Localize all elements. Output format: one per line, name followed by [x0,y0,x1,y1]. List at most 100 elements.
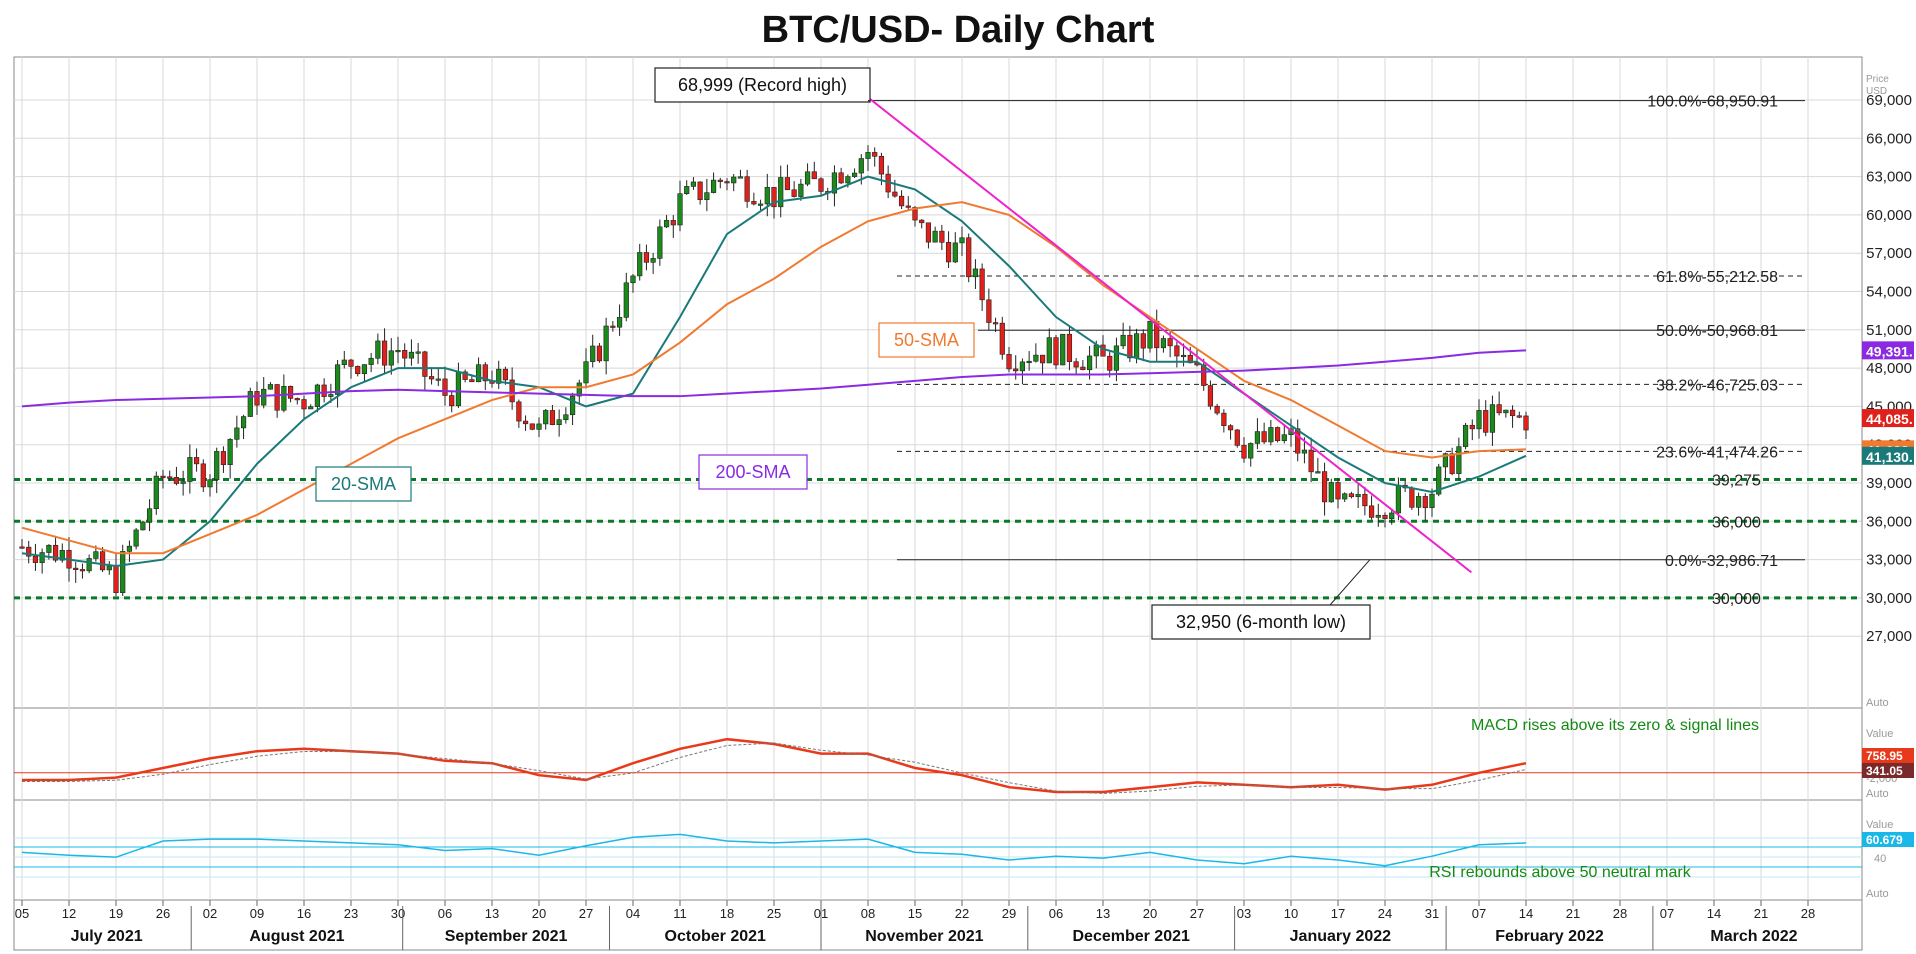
candle-down [509,379,515,403]
price-tick-label: 66,000 [1866,130,1912,147]
rsi-badge-label: 60.679 [1866,833,1903,847]
candle-up [845,176,851,184]
candle-up [851,172,858,177]
candle-down [193,457,200,465]
candle-down [771,187,777,208]
candle-up [1315,471,1321,474]
candle-up [831,172,838,194]
candle-down [1496,404,1502,414]
candle-down [422,351,428,377]
candle-down [482,364,488,382]
candle-up [1147,320,1153,349]
candle-down [160,475,166,478]
date-tick-label: 31 [1425,906,1439,921]
candle-down [402,350,408,359]
sma200-callout-box [698,454,808,490]
candle-up [677,193,683,226]
auto-label: Auto [1866,788,1889,800]
candle-up [240,416,247,429]
candle-down [167,476,173,479]
price-tick-label: 51,000 [1866,322,1912,339]
candle-down [1274,427,1281,442]
candle-up [361,364,368,375]
candle-down [1523,415,1529,431]
candle-up [214,451,220,480]
candle-down [1348,493,1355,498]
six-month-low-pointer [1329,559,1371,606]
candle-up [247,391,253,417]
candle-up [334,364,341,395]
candle-up [395,350,401,353]
candle-up [388,350,394,366]
candle-down [549,410,556,426]
candle-up [180,481,186,484]
candle-down [26,546,32,557]
candle-down [220,451,227,466]
candle-down [502,368,509,381]
candle-down [516,401,522,422]
candle-down [751,201,757,205]
macd-note: MACD rises above its zero & signal lines [1471,717,1759,734]
candle-up [1248,443,1254,459]
candle-up [764,187,770,205]
candle-down [878,156,885,175]
candle-down [1066,333,1073,362]
candle-up [576,382,582,397]
candle-down [254,391,260,406]
candle-up [435,378,441,381]
candle-up [475,364,482,383]
candle-up [496,368,502,384]
candle-down [945,242,952,263]
date-tick-label: 20 [532,906,546,921]
candle-down [610,325,616,328]
candle-up [690,181,697,187]
axis-unit-label: Price [1866,74,1889,85]
date-tick-label: 14 [1519,906,1533,921]
candle-up [657,226,663,259]
candle-down [381,340,388,366]
macd-signal-line [22,742,1527,794]
rsi-badge [1862,832,1914,847]
candle-up [1442,453,1449,468]
candle-up [1342,493,1348,500]
candles [19,145,1529,597]
candle-down [838,172,844,184]
candle-up [1086,355,1093,371]
candle-up [375,340,381,359]
candle-up [328,394,334,397]
date-tick-label: 08 [861,906,875,921]
candle-up [86,558,92,572]
price-tick-label: 63,000 [1866,169,1912,186]
date-tick-label: 19 [109,906,123,921]
date-tick-label: 28 [1801,906,1815,921]
candle-down [469,379,475,383]
candle-up [93,551,99,559]
date-tick-label: 18 [720,906,734,921]
value-label: Value [1866,819,1893,831]
sma-line [21,349,1527,408]
month-label: July 2021 [71,928,143,945]
candle-up [207,479,213,488]
chart-title: BTC/USD- Daily Chart [762,9,1155,51]
date-tick-label: 15 [908,906,922,921]
candle-up [603,325,609,362]
indicator-lines [21,96,1527,574]
trendline [867,96,1473,574]
candle-up [455,371,462,407]
date-tick-label: 30 [391,906,405,921]
date-tick-label: 25 [767,906,781,921]
candle-up [1160,338,1167,349]
candle-up [106,565,112,571]
candle-up [959,237,965,244]
sma50-callout-box [878,322,975,358]
fib-level-label: 38.2%-46,725.03 [1656,377,1778,394]
date-axis [13,899,1863,951]
candle-up [583,361,589,384]
price-panel [13,56,1863,709]
candle-up [1429,493,1435,508]
candle-down [1013,368,1019,372]
candle-down [717,179,723,182]
candle-up [737,176,744,179]
candle-up [187,457,193,482]
candle-up [1046,337,1052,364]
